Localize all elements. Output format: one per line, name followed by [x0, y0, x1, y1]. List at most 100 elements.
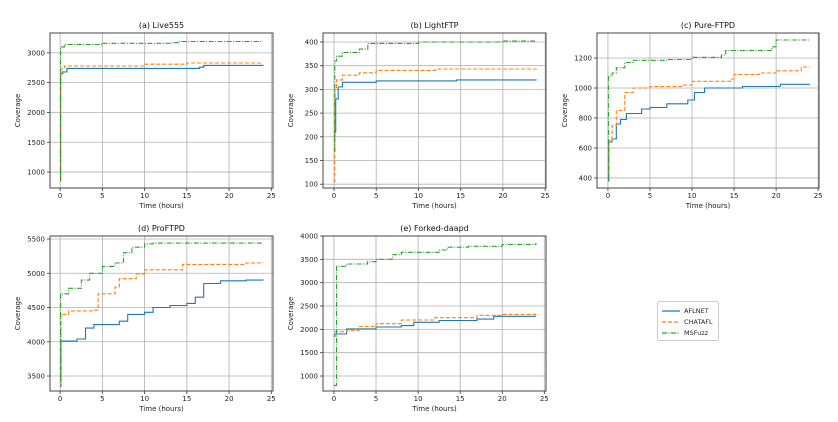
y-tick-label: 1200	[574, 55, 592, 63]
y-tick-label: 4500	[27, 304, 45, 312]
y-tick-label: 400	[305, 39, 318, 47]
subplot-title: (d) ProFTPD	[138, 224, 185, 233]
legend-label: MSFuzz	[684, 328, 709, 337]
y-tick-label: 1000	[300, 373, 318, 381]
legend: AFLNET CHATAFL MSFuzz	[657, 301, 719, 341]
y-tick-label: 2000	[27, 109, 45, 117]
subplot-title: (e) Forked-daapd	[400, 224, 468, 233]
x-tick-label: 15	[456, 192, 465, 200]
series-line-msfuzz	[333, 243, 537, 386]
y-tick-label: 3500	[300, 256, 318, 264]
x-axis-label: Time (hours)	[138, 202, 184, 210]
x-tick-label: 20	[498, 192, 507, 200]
series-line-msfuzz	[607, 39, 810, 181]
series-line-msfuzz	[60, 40, 263, 182]
x-tick-label: 10	[140, 192, 149, 200]
series-line-aflnet	[607, 83, 810, 182]
series-line-msfuzz	[60, 242, 263, 380]
x-tick-label: 10	[414, 395, 423, 403]
axes-frame	[49, 235, 274, 392]
x-tick-label: 5	[100, 192, 104, 200]
axes-frame	[49, 32, 274, 189]
y-tick-label: 2000	[300, 326, 318, 334]
y-axis-label: Coverage	[561, 94, 569, 128]
x-tick-label: 0	[58, 395, 62, 403]
x-tick-label: 0	[58, 192, 62, 200]
series-line-chatafl	[607, 66, 810, 179]
axes-frame	[322, 235, 547, 392]
subplot-3: 0 5 10 15 20 25 3500 4000 4500 5000 5500 (d) ProFTP…	[14, 224, 276, 413]
y-tick-label: 1000	[27, 169, 45, 177]
legend-entry-msfuzz: MSFuzz	[662, 327, 718, 338]
series-line-aflnet	[60, 64, 264, 182]
y-tick-label: 1000	[574, 85, 592, 93]
legend-line-chatafl	[662, 320, 680, 323]
y-tick-label: 300	[305, 86, 318, 94]
y-axis-label: Coverage	[287, 297, 295, 331]
y-tick-label: 600	[579, 144, 592, 152]
x-tick-label: 25	[541, 192, 550, 200]
subplot-0: 0 5 10 15 20 25 1000 1500 2000 2500 3000 (a) Live55…	[14, 21, 276, 210]
x-tick-label: 20	[498, 395, 507, 403]
x-tick-label: 0	[332, 395, 336, 403]
legend-line-msfuzz	[662, 331, 680, 334]
y-tick-label: 3000	[300, 279, 318, 287]
y-tick-label: 100	[305, 181, 318, 189]
x-tick-label: 0	[332, 192, 336, 200]
series-line-chatafl	[60, 262, 264, 385]
legend-entry-chatafl: CHATAFL	[662, 316, 718, 327]
series-line-aflnet	[334, 79, 537, 138]
y-tick-label: 4000	[27, 338, 45, 346]
y-axis-label: Coverage	[287, 94, 295, 128]
y-tick-label: 800	[579, 114, 592, 122]
y-tick-label: 350	[305, 62, 318, 70]
x-tick-label: 25	[267, 192, 276, 200]
subplot-2: 0 5 10 15 20 25 400 600 800 1000 1200 (c) Pure-FTPD…	[561, 21, 823, 210]
x-tick-label: 15	[730, 192, 739, 200]
axes-frame	[322, 32, 547, 189]
x-tick-label: 15	[182, 192, 191, 200]
x-tick-label: 20	[225, 192, 234, 200]
x-tick-label: 10	[414, 192, 423, 200]
y-tick-label: 1500	[27, 139, 45, 147]
subplot-title: (c) Pure-FTPD	[681, 21, 735, 30]
subplot-title: (b) LightFTP	[411, 21, 459, 30]
series-line-chatafl	[60, 62, 263, 179]
y-axis-label: Coverage	[14, 94, 22, 128]
series-line-aflnet	[60, 279, 264, 387]
series-line-msfuzz	[334, 40, 537, 152]
x-tick-label: 25	[267, 395, 276, 403]
legend-label: AFLNET	[684, 306, 709, 315]
series-line-aflnet	[333, 315, 536, 337]
x-tick-label: 25	[540, 395, 549, 403]
legend-entry-aflnet: AFLNET	[662, 305, 718, 316]
x-tick-label: 5	[100, 395, 104, 403]
x-tick-label: 5	[648, 192, 652, 200]
y-tick-label: 4000	[300, 233, 318, 241]
y-tick-label: 200	[305, 133, 318, 141]
y-tick-label: 5500	[27, 236, 45, 244]
x-tick-label: 5	[374, 192, 378, 200]
x-tick-label: 15	[456, 395, 465, 403]
y-tick-label: 400	[579, 174, 592, 182]
legend-label: CHATAFL	[684, 317, 713, 326]
x-tick-label: 20	[225, 395, 234, 403]
subplot-1: 0 5 10 15 20 25 100 150 200 250 300 350 400 (b) Light…	[287, 21, 550, 210]
x-tick-label: 0	[606, 192, 610, 200]
x-axis-label: Time (hours)	[138, 405, 184, 413]
subplot-title: (a) Live555	[139, 21, 184, 30]
x-axis-label: Time (hours)	[685, 202, 731, 210]
y-tick-label: 2500	[300, 303, 318, 311]
y-tick-label: 1500	[300, 349, 318, 357]
x-tick-label: 15	[182, 395, 191, 403]
x-tick-label: 10	[688, 192, 697, 200]
x-axis-label: Time (hours)	[411, 405, 457, 413]
y-axis-label: Coverage	[14, 297, 22, 331]
x-tick-label: 20	[772, 192, 781, 200]
x-tick-label: 25	[814, 192, 823, 200]
y-tick-label: 250	[305, 110, 318, 118]
y-tick-label: 150	[305, 157, 318, 165]
x-tick-label: 5	[374, 395, 378, 403]
axes-frame	[596, 32, 820, 189]
